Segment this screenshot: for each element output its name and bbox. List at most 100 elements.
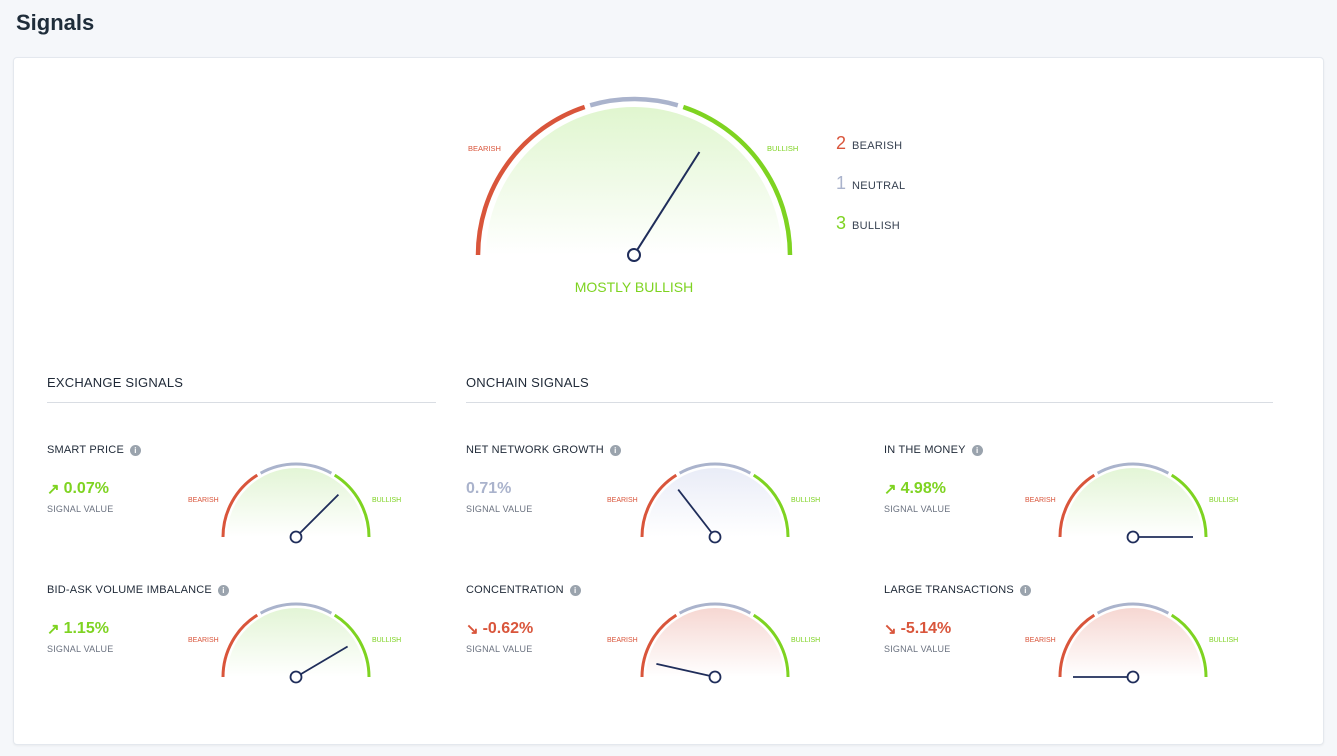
- summary-count-bearish: 2: [836, 133, 847, 153]
- signal-gauge-needle: [656, 663, 716, 678]
- signal-gauge-bullish-label: BULLISH: [791, 497, 820, 504]
- main-gauge-needle: [633, 151, 701, 256]
- summary-label-neutral: NEUTRAL: [852, 180, 906, 192]
- signal-gauge-fill: [227, 468, 365, 537]
- info-icon[interactable]: i: [609, 444, 621, 456]
- arrow-down-right-icon: ↘: [466, 621, 479, 638]
- signal-gauge-bullish-arc: [333, 473, 371, 538]
- signal-gauge-neutral-arc: [678, 462, 752, 475]
- signal-gauge-1: BEARISH BULLISH: [188, 602, 401, 684]
- info-icon[interactable]: i: [129, 444, 141, 456]
- signal-gauge-bearish-label: BEARISH: [188, 637, 219, 644]
- signal-name-text: SMART PRICE: [47, 444, 124, 456]
- exchange-divider: [47, 402, 436, 403]
- signal-gauge-bearish-label: BEARISH: [607, 497, 638, 504]
- signal-gauge-bearish-label: BEARISH: [1025, 637, 1056, 644]
- signal-gauge-needle: [295, 645, 349, 678]
- onchain-signals-title: ONCHAIN SIGNALS: [466, 375, 589, 390]
- signal-gauge-bullish-label: BULLISH: [372, 497, 401, 504]
- main-gauge-bullish-arc: [682, 104, 793, 256]
- signal-gauge-neutral-arc: [1096, 602, 1170, 615]
- summary-count-neutral: 1: [836, 173, 847, 193]
- signal-value-text: 1.15%: [63, 620, 109, 637]
- signal-gauge-needle: [677, 489, 716, 538]
- signal-gauge-bullish-arc: [333, 613, 371, 678]
- signal-gauge-bearish-arc: [640, 613, 678, 678]
- signal-gauge-pivot: [708, 670, 722, 684]
- signal-gauge-0: BEARISH BULLISH: [188, 462, 401, 544]
- arrow-up-right-icon: ↗: [47, 481, 60, 498]
- signal-gauge-pivot: [289, 530, 303, 544]
- signal-gauge-fill: [1064, 468, 1202, 537]
- main-gauge-bullish-label: BULLISH: [767, 144, 798, 153]
- signal-gauge-bullish-label: BULLISH: [372, 637, 401, 644]
- signal-name-text: NET NETWORK GROWTH: [466, 444, 604, 456]
- signal-gauge-bullish-arc: [752, 473, 790, 538]
- signal-gauge-pivot: [1126, 530, 1140, 544]
- signal-gauge-bullish-arc: [752, 613, 790, 678]
- signal-gauge-3: BEARISH BULLISH: [607, 602, 820, 684]
- signal-gauge-fill: [227, 608, 365, 677]
- main-gauge-fill: [486, 107, 782, 255]
- signal-summary: 2 BEARISH 1 NEUTRAL 3 BULLISH: [836, 133, 905, 253]
- signal-gauge-needle: [295, 493, 340, 538]
- signal-name-4: IN THE MONEY i: [884, 444, 983, 456]
- summary-count-bullish: 3: [836, 213, 847, 233]
- signal-gauge-fill: [646, 468, 784, 537]
- signal-gauge-bullish-label: BULLISH: [1209, 497, 1238, 504]
- signal-gauge-neutral-arc: [1096, 462, 1170, 475]
- signal-name-0: SMART PRICE i: [47, 444, 141, 456]
- signal-value-caption: SIGNAL VALUE: [884, 644, 951, 654]
- signal-gauge-bullish-label: BULLISH: [1209, 637, 1238, 644]
- signal-value-text: -0.62%: [482, 620, 534, 637]
- summary-row-bearish: 2 BEARISH: [836, 133, 905, 173]
- signal-gauge-neutral-arc: [259, 462, 333, 475]
- signal-value: ↗ 0.07%: [47, 480, 109, 498]
- signal-gauge-bullish-arc: [1170, 473, 1208, 538]
- signal-gauge-bearish-arc: [1058, 613, 1096, 678]
- signal-gauge-bullish-arc: [1170, 613, 1208, 678]
- info-icon[interactable]: i: [217, 584, 229, 596]
- signal-value-text: -5.14%: [900, 620, 952, 637]
- signal-value: ↗ 1.15%: [47, 620, 109, 638]
- signal-name-text: BID-ASK VOLUME IMBALANCE: [47, 584, 212, 596]
- signal-name-text: CONCENTRATION: [466, 584, 564, 596]
- info-icon[interactable]: i: [971, 444, 983, 456]
- signal-value: ↗ 4.98%: [884, 480, 946, 498]
- arrow-down-right-icon: ↘: [884, 621, 897, 638]
- main-gauge-bearish-arc: [475, 104, 586, 256]
- signal-value-text: 0.71%: [466, 480, 512, 497]
- signal-gauge-bullish-label: BULLISH: [791, 637, 820, 644]
- signal-value-caption: SIGNAL VALUE: [47, 504, 114, 514]
- signal-name-5: LARGE TRANSACTIONS i: [884, 584, 1031, 596]
- summary-label-bullish: BULLISH: [852, 220, 900, 232]
- signal-name-2: NET NETWORK GROWTH i: [466, 444, 621, 456]
- signal-name-3: CONCENTRATION i: [466, 584, 581, 596]
- signal-gauge-2: BEARISH BULLISH: [607, 462, 820, 544]
- arrow-up-right-icon: ↗: [47, 621, 60, 638]
- signal-gauge-5: BEARISH BULLISH: [1025, 602, 1238, 684]
- info-icon[interactable]: i: [569, 584, 581, 596]
- signal-gauge-pivot: [289, 670, 303, 684]
- signal-value-caption: SIGNAL VALUE: [466, 644, 533, 654]
- signal-gauge-bearish-label: BEARISH: [1025, 497, 1056, 504]
- signal-gauge-pivot: [708, 530, 722, 544]
- signal-name-text: LARGE TRANSACTIONS: [884, 584, 1014, 596]
- signal-value-text: 4.98%: [900, 480, 946, 497]
- page-title: Signals: [16, 10, 95, 35]
- summary-row-bullish: 3 BULLISH: [836, 213, 905, 253]
- signal-value: 0.71%: [466, 480, 511, 498]
- signal-gauge-bearish-label: BEARISH: [607, 637, 638, 644]
- signal-gauge-neutral-arc: [678, 602, 752, 615]
- main-gauge-verdict: MOSTLY BULLISH: [575, 279, 694, 295]
- main-gauge-neutral-arc: [589, 96, 679, 108]
- arrow-up-right-icon: ↗: [884, 481, 897, 498]
- summary-row-neutral: 1 NEUTRAL: [836, 173, 905, 213]
- signal-gauge-pivot: [1126, 670, 1140, 684]
- signal-value-caption: SIGNAL VALUE: [466, 504, 533, 514]
- signal-gauge-neutral-arc: [259, 602, 333, 615]
- signal-value: ↘ -5.14%: [884, 620, 951, 638]
- signal-value-text: 0.07%: [63, 480, 109, 497]
- signal-gauge-bearish-arc: [221, 613, 259, 678]
- info-icon[interactable]: i: [1019, 584, 1031, 596]
